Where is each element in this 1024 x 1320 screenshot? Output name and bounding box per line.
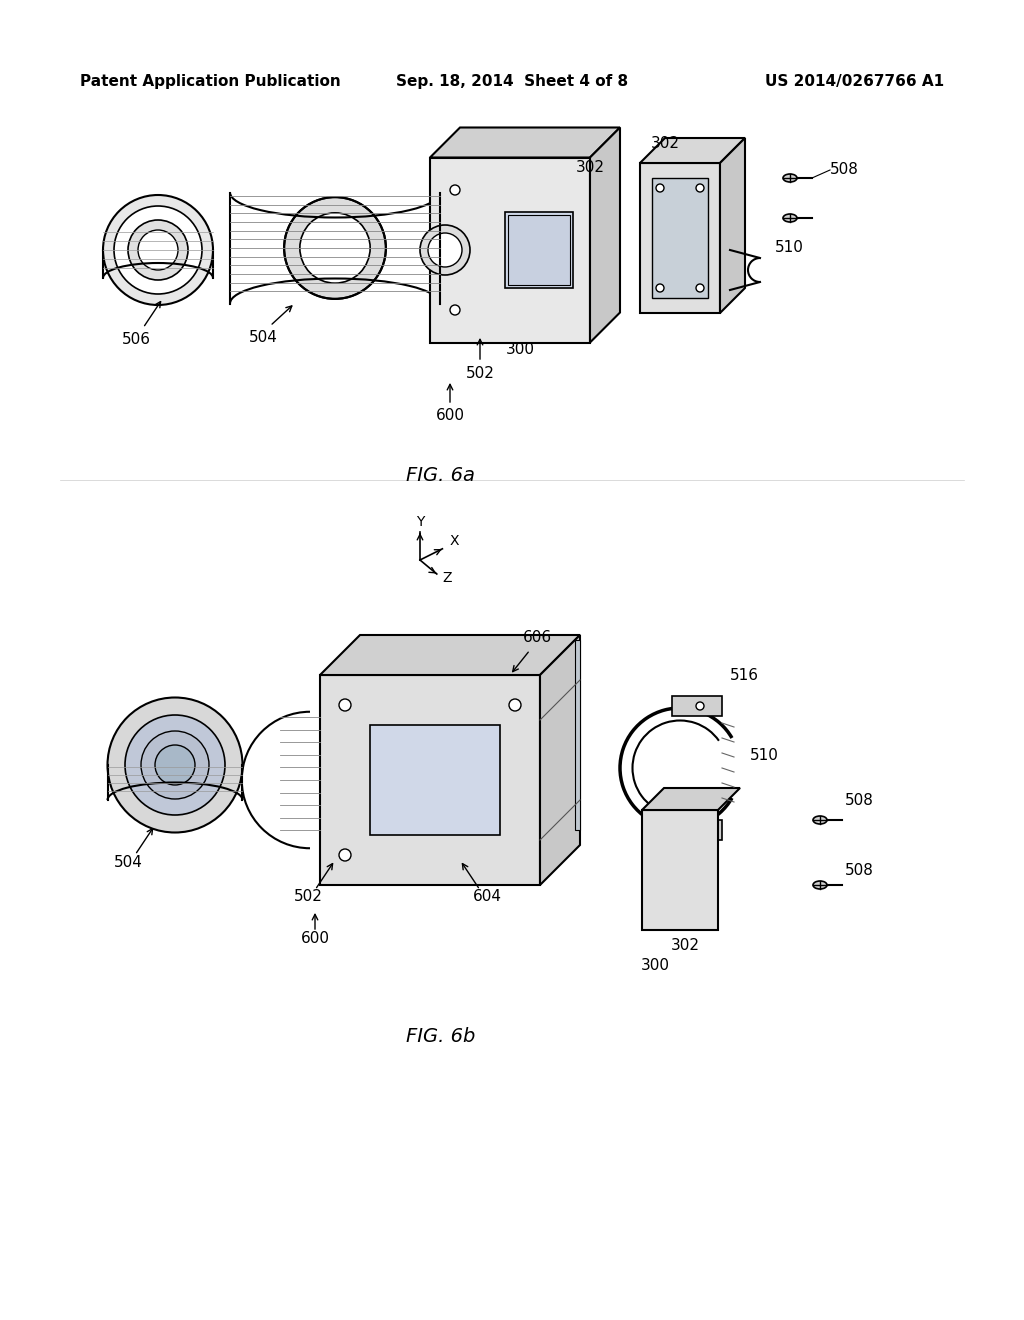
Ellipse shape (138, 230, 178, 271)
Ellipse shape (284, 197, 386, 298)
Text: X: X (450, 533, 459, 548)
Ellipse shape (696, 702, 705, 710)
Ellipse shape (128, 220, 188, 280)
Text: 502: 502 (466, 366, 495, 380)
Text: 508: 508 (845, 863, 873, 878)
Ellipse shape (783, 214, 797, 222)
Ellipse shape (509, 700, 521, 711)
Text: 516: 516 (730, 668, 759, 682)
Text: 504: 504 (114, 855, 142, 870)
Polygon shape (319, 635, 580, 675)
Text: 504: 504 (249, 330, 278, 346)
Bar (508, 215, 570, 285)
Bar (430, 157, 590, 342)
Text: FIG. 6a: FIG. 6a (406, 466, 475, 484)
Text: Z: Z (442, 572, 452, 585)
Text: 604: 604 (472, 888, 502, 904)
Text: 300: 300 (506, 342, 535, 358)
Ellipse shape (300, 213, 370, 284)
Text: 510: 510 (775, 240, 804, 256)
Polygon shape (430, 128, 620, 157)
Text: 606: 606 (522, 630, 552, 645)
Polygon shape (540, 635, 580, 884)
Text: 302: 302 (650, 136, 680, 150)
Text: US 2014/0267766 A1: US 2014/0267766 A1 (765, 74, 944, 90)
Polygon shape (590, 128, 620, 342)
Ellipse shape (114, 206, 202, 294)
Ellipse shape (450, 185, 460, 195)
Ellipse shape (125, 715, 225, 814)
Polygon shape (720, 139, 745, 313)
Ellipse shape (656, 284, 664, 292)
Text: 510: 510 (750, 748, 779, 763)
Bar (642, 810, 718, 931)
Bar (319, 675, 540, 884)
Bar (672, 696, 722, 715)
Ellipse shape (783, 174, 797, 182)
Text: 508: 508 (845, 793, 873, 808)
Bar (640, 162, 720, 313)
Ellipse shape (696, 183, 705, 191)
Ellipse shape (450, 305, 460, 315)
Bar (672, 820, 722, 840)
Text: 506: 506 (122, 333, 151, 347)
Ellipse shape (656, 183, 664, 191)
Ellipse shape (813, 816, 827, 824)
Text: FIG. 6b: FIG. 6b (406, 1027, 475, 1045)
Text: Y: Y (416, 515, 424, 529)
Text: 302: 302 (671, 939, 699, 953)
Bar (652, 178, 708, 298)
Text: 502: 502 (294, 888, 323, 904)
Text: Sep. 18, 2014  Sheet 4 of 8: Sep. 18, 2014 Sheet 4 of 8 (396, 74, 628, 90)
Bar (575, 640, 580, 830)
Ellipse shape (339, 700, 351, 711)
Ellipse shape (155, 744, 195, 785)
Ellipse shape (696, 284, 705, 292)
Ellipse shape (813, 880, 827, 888)
Text: 300: 300 (640, 958, 670, 973)
Polygon shape (640, 139, 745, 162)
Ellipse shape (141, 731, 209, 799)
Text: Patent Application Publication: Patent Application Publication (80, 74, 341, 90)
Ellipse shape (420, 224, 470, 275)
Ellipse shape (339, 849, 351, 861)
Ellipse shape (103, 195, 213, 305)
Ellipse shape (108, 697, 243, 833)
Ellipse shape (428, 234, 462, 267)
Bar (505, 213, 573, 288)
Text: 600: 600 (300, 931, 330, 946)
Ellipse shape (696, 826, 705, 834)
Polygon shape (642, 788, 740, 810)
Text: 302: 302 (575, 161, 604, 176)
Bar (370, 725, 500, 836)
Text: 508: 508 (830, 162, 859, 177)
Text: 600: 600 (435, 408, 465, 424)
